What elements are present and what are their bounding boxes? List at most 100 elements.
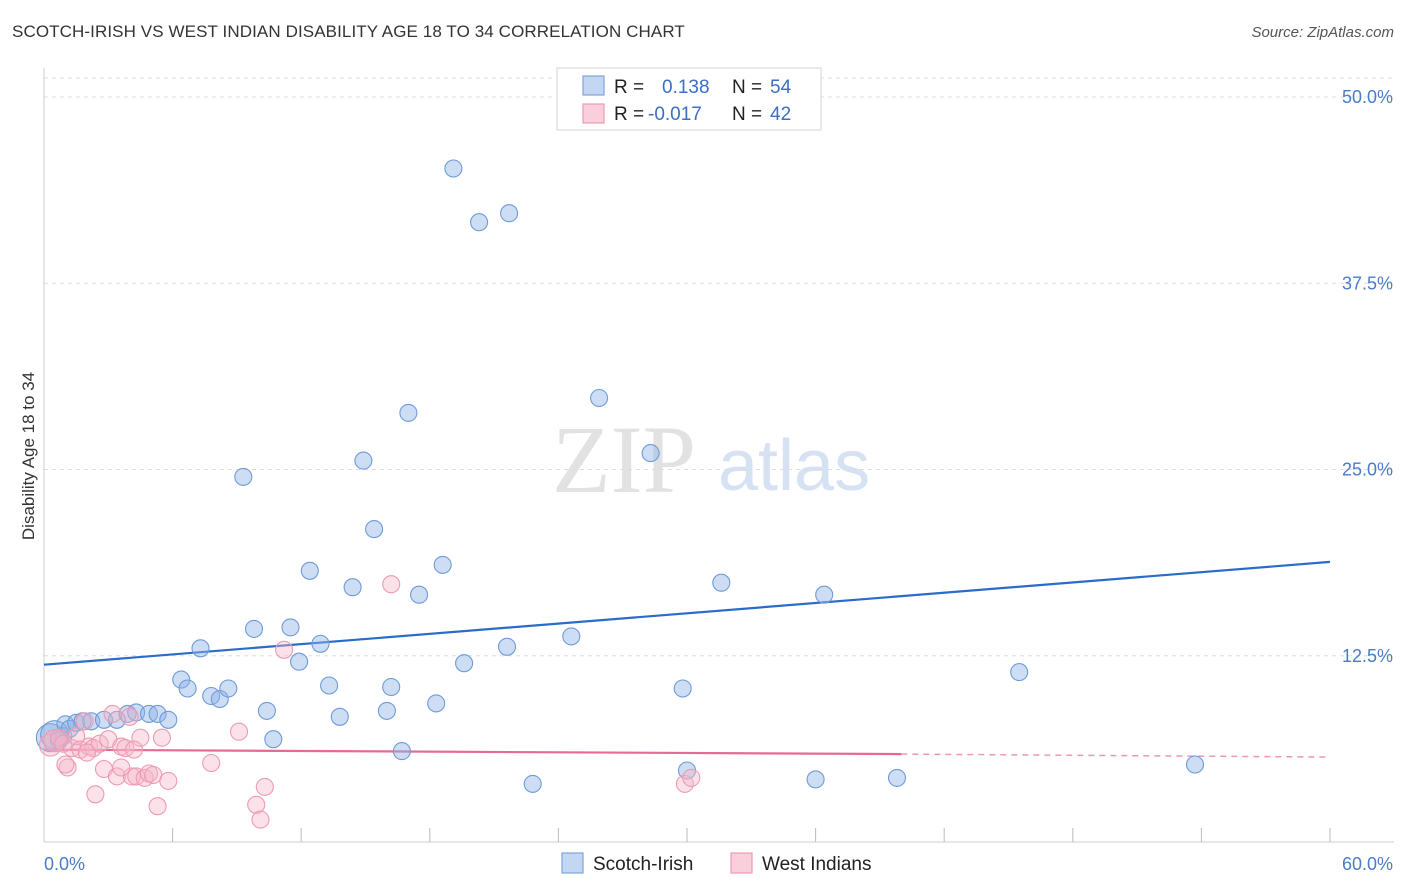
point-scotch-irish-41: [433, 555, 452, 574]
y-axis-title: Disability Age 18 to 34: [19, 372, 38, 540]
point-scotch-irish-51: [673, 679, 692, 698]
legend-n-label-2: N =: [732, 104, 762, 125]
legend-top: R = 0.138 N = 54 R = -0.017 N = 42: [556, 67, 822, 131]
legend-r-value-1: 0.138: [662, 77, 710, 98]
point-scotch-irish-24: [257, 701, 276, 720]
legend-swatch-scotch-irish: [582, 75, 605, 96]
point-scotch-irish-27: [290, 652, 309, 671]
point-scotch-irish-43: [455, 654, 474, 673]
point-scotch-irish-17: [178, 679, 197, 698]
point-scotch-irish-45: [497, 637, 517, 656]
point-scotch-irish-37: [392, 742, 411, 761]
trend-line-0: [43, 560, 1331, 666]
point-west-indians-37: [682, 768, 701, 787]
point-scotch-irish-35: [377, 701, 396, 720]
point-scotch-irish-48: [562, 627, 581, 646]
data-points: [35, 159, 1205, 829]
axes: [43, 68, 1394, 843]
point-scotch-irish-39: [410, 585, 429, 604]
point-scotch-irish-30: [320, 676, 339, 695]
point-scotch-irish-21: [219, 679, 238, 698]
bottom-legend-swatch-west-indians: [730, 852, 753, 874]
point-west-indians-22: [131, 728, 150, 747]
point-scotch-irish-49: [590, 388, 609, 408]
chart-title: SCOTCH-IRISH VS WEST INDIAN DISABILITY A…: [12, 22, 685, 41]
point-scotch-irish-15: [159, 710, 178, 729]
point-scotch-irish-56: [1010, 663, 1029, 682]
point-scotch-irish-38: [399, 403, 418, 422]
point-west-indians-25: [144, 765, 163, 785]
y-tick-label-1: 25.0%: [1342, 460, 1393, 480]
watermark-zip: ZIP: [552, 406, 696, 513]
point-west-indians-34: [275, 640, 294, 659]
point-west-indians-8: [75, 712, 94, 731]
point-scotch-irish-55: [887, 768, 907, 787]
point-west-indians-38: [56, 755, 75, 774]
y-tick-label-3: 50.0%: [1342, 87, 1393, 107]
point-scotch-irish-32: [343, 578, 362, 597]
bottom-legend-label-west-indians: West Indians: [762, 854, 871, 875]
watermark-atlas: atlas: [718, 426, 870, 506]
point-west-indians-40: [77, 743, 96, 762]
point-scotch-irish-23: [244, 619, 264, 638]
legend-n-value-1: 54: [770, 77, 792, 98]
point-scotch-irish-53: [815, 585, 834, 604]
y-tick-label-2: 37.5%: [1342, 273, 1393, 293]
point-scotch-irish-33: [354, 451, 373, 470]
point-scotch-irish-31: [330, 707, 349, 726]
point-scotch-irish-44: [470, 213, 489, 232]
point-west-indians-30: [229, 722, 249, 741]
point-west-indians-33: [255, 777, 274, 796]
point-scotch-irish-47: [523, 774, 542, 793]
point-west-indians-27: [152, 728, 171, 747]
point-scotch-irish-50: [641, 444, 660, 463]
point-west-indians-35: [382, 575, 401, 594]
y-tick-label-0: 12.5%: [1342, 646, 1393, 666]
point-west-indians-16: [107, 767, 126, 786]
point-west-indians-31: [247, 795, 266, 814]
point-west-indians-11: [86, 785, 105, 804]
point-west-indians-39: [112, 758, 131, 777]
legend-r-label-1: R =: [614, 77, 644, 98]
point-scotch-irish-57: [1185, 755, 1205, 774]
point-west-indians-19: [120, 707, 139, 726]
point-west-indians-15: [103, 704, 122, 723]
y-tick-labels: 12.5% 25.0% 37.5% 50.0%: [1342, 87, 1393, 666]
point-west-indians-41: [124, 740, 144, 759]
legend-n-value-2: 42: [770, 104, 791, 125]
x-tick-label-max: 60.0%: [1342, 854, 1393, 874]
legend-swatch-west-indians: [582, 103, 605, 124]
point-scotch-irish-18: [191, 639, 210, 658]
point-scotch-irish-54: [806, 770, 825, 789]
point-scotch-irish-16: [172, 670, 191, 689]
legend-bottom: Scotch-Irish West Indians: [561, 852, 871, 875]
point-scotch-irish-28: [300, 561, 319, 580]
bottom-legend-label-scotch-irish: Scotch-Irish: [593, 854, 693, 875]
point-scotch-irish-22: [234, 467, 253, 486]
trend-line-dashed-1: [901, 753, 1331, 758]
point-scotch-irish-46: [500, 204, 519, 223]
point-scotch-irish-14: [148, 704, 167, 723]
trend-lines: [43, 560, 1331, 758]
x-tick-label-min: 0.0%: [44, 854, 85, 874]
point-scotch-irish-52: [712, 573, 731, 592]
point-scotch-irish-29: [311, 634, 330, 653]
chart-source: Source: ZipAtlas.com: [1251, 24, 1394, 41]
legend-n-label-1: N =: [732, 77, 762, 98]
point-scotch-irish-40: [427, 694, 446, 713]
gridlines: [44, 77, 1394, 657]
point-west-indians-26: [148, 797, 167, 816]
point-scotch-irish-34: [365, 520, 384, 539]
point-west-indians-29: [202, 753, 221, 773]
point-west-indians-4: [58, 758, 77, 777]
point-scotch-irish-25: [264, 730, 283, 749]
point-west-indians-6: [67, 727, 86, 746]
legend-r-label-2: R =: [614, 104, 644, 125]
bottom-legend-swatch-scotch-irish: [561, 852, 584, 874]
point-west-indians-28: [159, 771, 178, 790]
point-scotch-irish-42: [444, 159, 463, 178]
point-scotch-irish-26: [281, 618, 300, 637]
point-scotch-irish-36: [382, 677, 401, 697]
point-west-indians-32: [251, 810, 270, 829]
